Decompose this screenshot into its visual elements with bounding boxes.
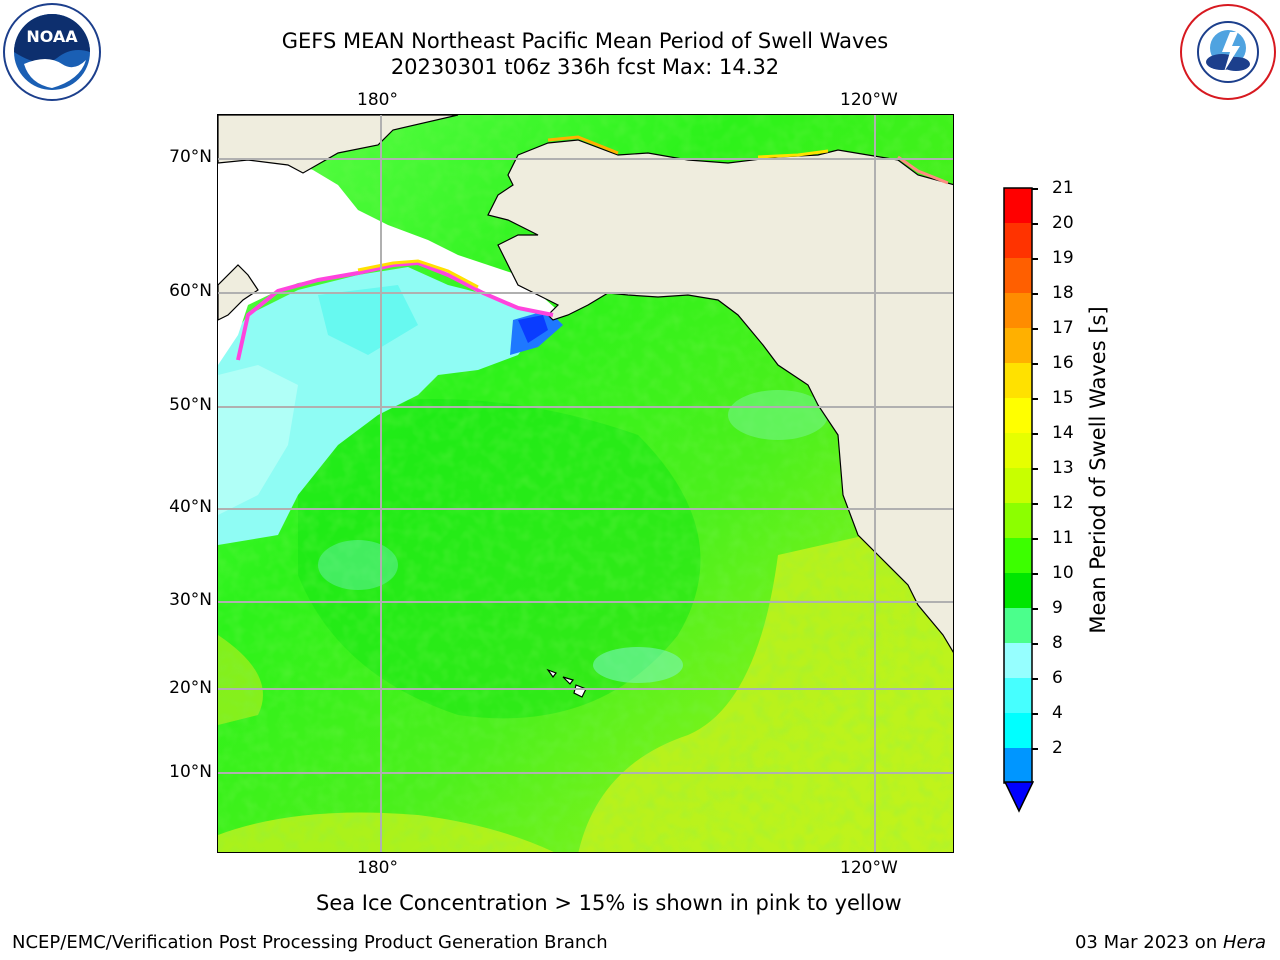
colorbar-tick-label: 2 (1052, 738, 1063, 758)
colorbar-tick-mark (1032, 258, 1038, 260)
sea-ice-edge (236, 260, 554, 361)
colorbar-band (1004, 433, 1032, 468)
lon-label-top-180: 180° (357, 90, 398, 110)
colorbar (1000, 186, 1040, 786)
colorbar-band (1004, 748, 1032, 783)
colorbar-tick-mark (1032, 643, 1038, 645)
land-alaska-canada (487, 139, 953, 653)
colorbar-band (1004, 293, 1032, 328)
sea-ice-region (218, 115, 563, 365)
lon-label-top-120w: 120°W (840, 90, 898, 110)
colorbar-tick-mark (1032, 503, 1038, 505)
map-svg (218, 115, 953, 852)
colorbar-tick-label: 14 (1052, 423, 1074, 443)
colorbar-tick-mark (1032, 608, 1038, 610)
colorbar-band (1004, 713, 1032, 748)
footer-date: 03 Mar 2023 on (1074, 932, 1223, 953)
lon-label-bottom-180: 180° (357, 858, 398, 878)
colorbar-tick-mark (1032, 328, 1038, 330)
colorbar-tick-mark (1032, 573, 1038, 575)
lat-label-70n: 70°N (169, 147, 212, 167)
colorbar-tick-label: 20 (1052, 213, 1074, 233)
map-panel (217, 114, 954, 853)
lat-label-60n: 60°N (169, 281, 212, 301)
noaa-logo: NOAA (2, 2, 102, 102)
sea-ice-note: Sea Ice Concentration > 15% is shown in … (316, 891, 902, 915)
colorbar-band (1004, 328, 1032, 363)
footer-timestamp: 03 Mar 2023 on Hera (1075, 932, 1266, 954)
colorbar-band (1004, 188, 1032, 223)
chart-title: GEFS MEAN Northeast Pacific Mean Period … (281, 29, 889, 53)
lat-label-40n: 40°N (169, 497, 212, 517)
colorbar-band (1004, 608, 1032, 643)
colorbar-tick-mark (1032, 538, 1038, 540)
footer-host: Hera (1222, 932, 1266, 953)
colorbar-tick-mark (1032, 293, 1038, 295)
colorbar-tick-label: 16 (1052, 353, 1074, 373)
colorbar-tick-mark (1032, 188, 1038, 190)
colorbar-tick-mark (1032, 223, 1038, 225)
footer-credit: NCEP/EMC/Verification Post Processing Pr… (12, 932, 608, 953)
colorbar-tick-mark (1032, 468, 1038, 470)
colorbar-band (1004, 538, 1032, 573)
lat-label-10n: 10°N (169, 762, 212, 782)
colorbar-band (1004, 258, 1032, 293)
colorbar-band (1004, 223, 1032, 258)
colorbar-tick-label: 11 (1052, 528, 1074, 548)
colorbar-tick-label: 9 (1052, 598, 1063, 618)
colorbar-tick-mark (1032, 748, 1038, 750)
colorbar-tick-label: 19 (1052, 248, 1074, 268)
colorbar-tick-mark (1032, 398, 1038, 400)
lat-label-30n: 30°N (169, 590, 212, 610)
nws-logo (1178, 2, 1278, 102)
colorbar-tick-label: 4 (1052, 703, 1063, 723)
colorbar-tick-label: 18 (1052, 283, 1074, 303)
noaa-logo-text: NOAA (26, 27, 78, 46)
colorbar-band (1004, 503, 1032, 538)
colorbar-band (1004, 363, 1032, 398)
colorbar-tick-mark (1032, 713, 1038, 715)
colorbar-tick-label: 21 (1052, 178, 1074, 198)
colorbar-tick-mark (1032, 433, 1038, 435)
colorbar-label: Mean Period of Swell Waves [s] (1086, 306, 1110, 634)
colorbar-tick-label: 10 (1052, 563, 1074, 583)
colorbar-tick-mark (1032, 363, 1038, 365)
colorbar-tick-label: 17 (1052, 318, 1074, 338)
graticule (218, 115, 953, 852)
colorbar-svg (1003, 187, 1033, 784)
colorbar-band (1004, 643, 1032, 678)
colorbar-band (1004, 468, 1032, 503)
colorbar-tick-label: 6 (1052, 668, 1063, 688)
colorbar-band (1004, 398, 1032, 433)
land-hawaii (546, 668, 587, 698)
colorbar-tick-label: 13 (1052, 458, 1074, 478)
chart-subtitle: 20230301 t06z 336h fcst Max: 14.32 (390, 55, 780, 79)
lat-label-20n: 20°N (169, 678, 212, 698)
colorbar-tick-mark (1032, 678, 1038, 680)
colorbar-tick-label: 12 (1052, 493, 1074, 513)
lat-label-50n: 50°N (169, 395, 212, 415)
colorbar-tick-label: 15 (1052, 388, 1074, 408)
lon-label-bottom-120w: 120°W (840, 858, 898, 878)
colorbar-band (1004, 678, 1032, 713)
colorbar-under-arrow (1003, 781, 1035, 817)
colorbar-tick-label: 8 (1052, 633, 1063, 653)
colorbar-band (1004, 573, 1032, 608)
